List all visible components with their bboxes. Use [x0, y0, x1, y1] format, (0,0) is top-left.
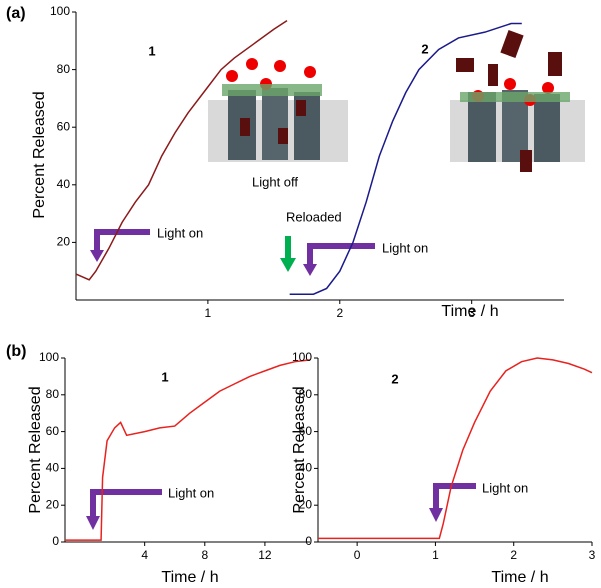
y-tick-label: 60	[57, 119, 71, 133]
y-axis-label: Percent Released	[27, 386, 44, 513]
y-tick-label: 40	[46, 461, 60, 475]
y-tick-label: 20	[46, 497, 60, 511]
annotation: Light on	[482, 480, 528, 495]
y-tick-label: 80	[299, 387, 313, 401]
illustration-light-off	[208, 58, 348, 162]
x-tick-label: 2	[510, 548, 517, 562]
annotation: Reloaded	[286, 209, 342, 224]
x-tick-label: 8	[201, 548, 208, 562]
y-tick-label: 20	[57, 235, 71, 249]
y-tick-label: 0	[305, 534, 312, 548]
y-tick-label: 100	[39, 350, 59, 364]
x-tick-label: 1	[205, 306, 212, 320]
illustration-light-on	[450, 29, 585, 172]
x-tick-label: 12	[258, 548, 272, 562]
series-line	[65, 359, 311, 541]
y-axis-label: Percent Released	[31, 91, 48, 218]
y-tick-label: 100	[50, 4, 70, 18]
x-tick-label: 3	[468, 306, 475, 320]
x-axis-label: Time / h	[441, 303, 498, 320]
y-tick-label: 40	[57, 177, 71, 191]
y-tick-label: 100	[292, 350, 312, 364]
annotation: Light on	[382, 240, 428, 255]
x-axis-label: Time / h	[491, 569, 548, 586]
y-tick-label: 20	[299, 497, 313, 511]
annotation: 2	[391, 371, 398, 386]
annotation: 1	[161, 369, 168, 384]
x-tick-label: 2	[336, 306, 343, 320]
series-line	[289, 22, 522, 295]
y-tick-label: 60	[46, 424, 60, 438]
y-tick-label: 0	[52, 534, 59, 548]
x-axis-label: Time / h	[161, 569, 218, 586]
x-tick-label: 1	[432, 548, 439, 562]
annotation: Light off	[252, 174, 298, 189]
annotation: Light on	[168, 485, 214, 500]
x-tick-label: 3	[589, 548, 596, 562]
annotation: 1	[148, 43, 155, 58]
x-tick-label: 0	[354, 548, 361, 562]
series-line	[318, 357, 593, 540]
y-tick-label: 60	[299, 424, 313, 438]
series-line	[75, 20, 288, 281]
arrows	[86, 229, 476, 530]
y-tick-label: 80	[46, 387, 60, 401]
panel-label: (a)	[6, 5, 26, 22]
annotation: 2	[421, 41, 428, 56]
y-axis-label: Percent Released	[291, 386, 308, 513]
x-tick-label: 4	[141, 548, 148, 562]
annotation: Light on	[157, 225, 203, 240]
y-tick-label: 80	[57, 62, 71, 76]
y-tick-label: 40	[299, 461, 313, 475]
panel-label: (b)	[6, 343, 26, 360]
